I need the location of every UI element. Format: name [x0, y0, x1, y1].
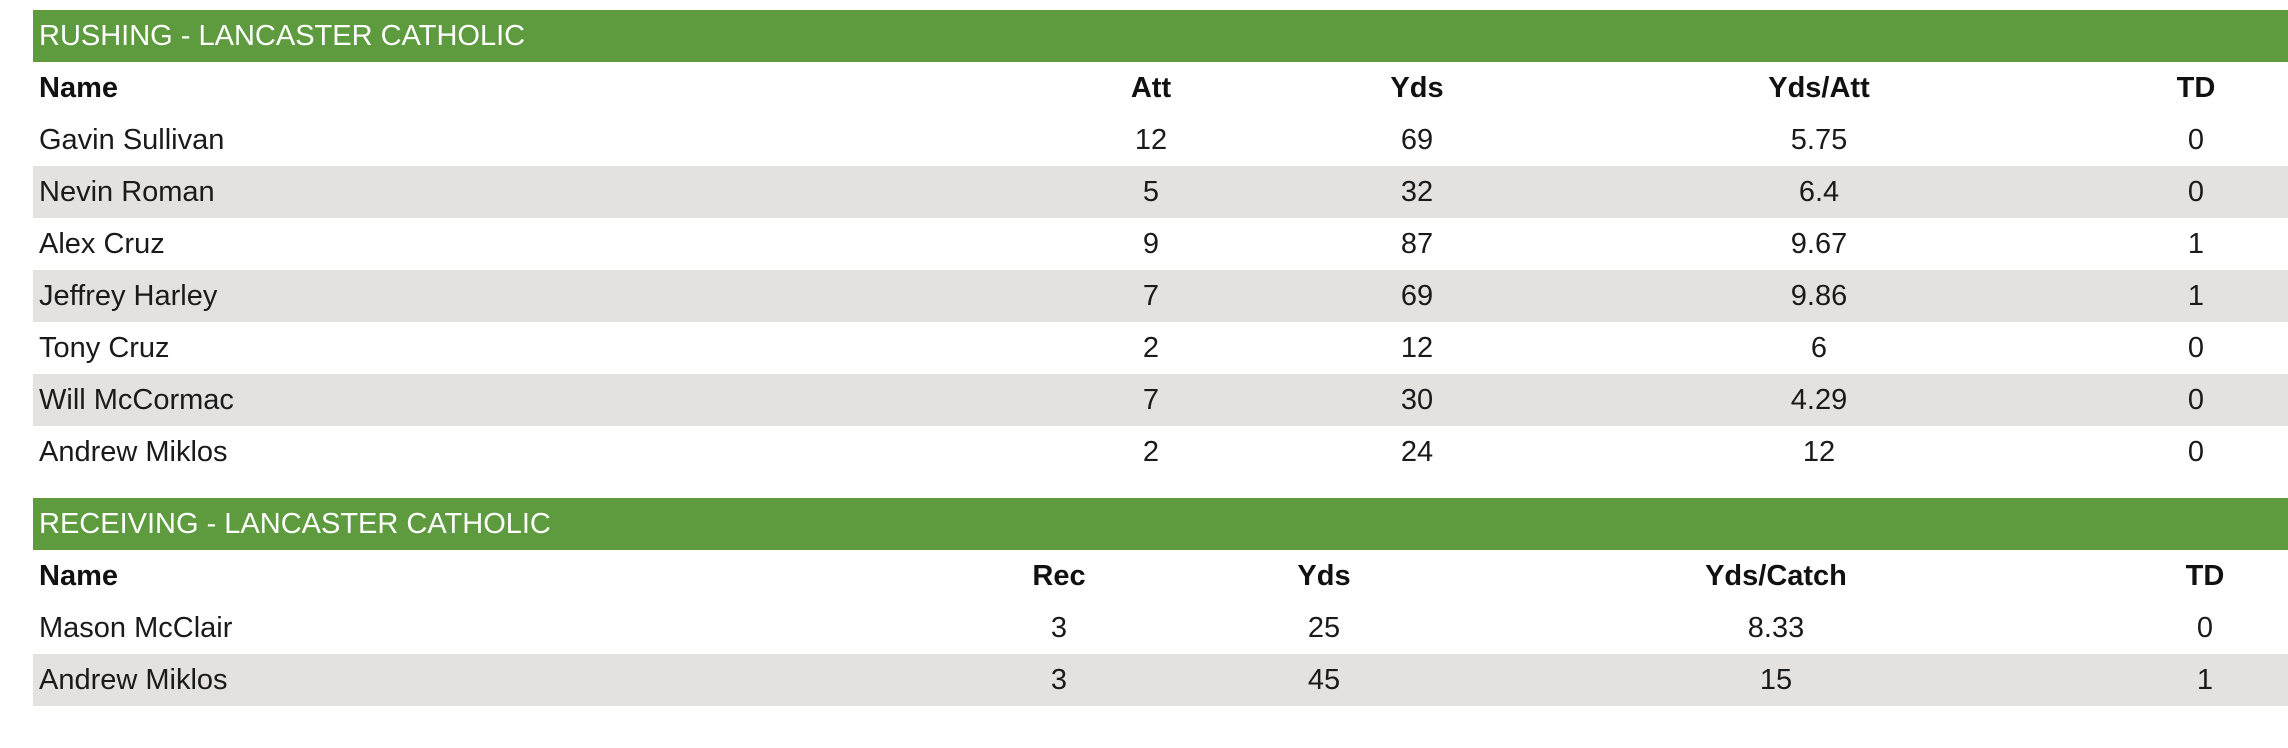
- col-header-yds: Yds: [1297, 560, 1351, 592]
- yds-value: 69: [1400, 124, 1434, 156]
- att-value: 12: [1134, 124, 1168, 156]
- receiving-stats-table: RECEIVING - LANCASTER CATHOLIC Name Rec …: [33, 498, 2288, 706]
- rec-value: 3: [1050, 664, 1068, 696]
- col-header-yds: Yds: [1390, 72, 1444, 104]
- td-value: 1: [2187, 228, 2205, 260]
- rushing-stats-table: RUSHING - LANCASTER CATHOLIC Name Att Yd…: [33, 10, 2288, 478]
- yds-per-att-value: 6.4: [1798, 176, 1840, 208]
- yds-value: 24: [1400, 436, 1434, 468]
- att-value: 7: [1142, 280, 1160, 312]
- col-header-rec: Rec: [1032, 560, 1086, 592]
- att-value: 2: [1142, 332, 1160, 364]
- yds-value: 69: [1400, 280, 1434, 312]
- yds-value: 45: [1307, 664, 1341, 696]
- table-row: Will McCormac 7 30 4.29 0: [33, 374, 2288, 426]
- yds-value: 30: [1400, 384, 1434, 416]
- yds-per-att-value: 9.67: [1790, 228, 1848, 260]
- col-header-yds-per-att: Yds/Att: [1768, 72, 1870, 104]
- player-name: Nevin Roman: [39, 176, 215, 208]
- player-name: Andrew Miklos: [39, 436, 228, 468]
- td-value: 0: [2187, 332, 2205, 364]
- yds-per-att-value: 9.86: [1790, 280, 1848, 312]
- yds-per-att-value: 5.75: [1790, 124, 1848, 156]
- receiving-section-title: RECEIVING - LANCASTER CATHOLIC: [33, 498, 2288, 550]
- td-value: 0: [2187, 436, 2205, 468]
- receiving-header-row: Name Rec Yds Yds/Catch TD: [33, 550, 2288, 602]
- att-value: 9: [1142, 228, 1160, 260]
- rec-value: 3: [1050, 612, 1068, 644]
- player-name: Alex Cruz: [39, 228, 165, 260]
- table-row: Gavin Sullivan 12 69 5.75 0: [33, 114, 2288, 166]
- player-name: Gavin Sullivan: [39, 124, 225, 156]
- td-value: 0: [2196, 612, 2214, 644]
- att-value: 2: [1142, 436, 1160, 468]
- table-row: Mason McClair 3 25 8.33 0: [33, 602, 2288, 654]
- td-value: 1: [2187, 280, 2205, 312]
- yds-per-catch-value: 15: [1759, 664, 1793, 696]
- yds-per-att-value: 12: [1802, 436, 1836, 468]
- player-name: Tony Cruz: [39, 332, 170, 364]
- col-header-yds-per-catch: Yds/Catch: [1705, 560, 1847, 592]
- yds-value: 25: [1307, 612, 1341, 644]
- td-value: 0: [2187, 176, 2205, 208]
- table-row: Andrew Miklos 2 24 12 0: [33, 426, 2288, 478]
- player-name: Will McCormac: [39, 384, 234, 416]
- col-header-att: Att: [1130, 72, 1172, 104]
- player-name: Mason McClair: [39, 612, 233, 644]
- rushing-header-row: Name Att Yds Yds/Att TD: [33, 62, 2288, 114]
- player-name: Andrew Miklos: [39, 664, 228, 696]
- yds-value: 87: [1400, 228, 1434, 260]
- yds-per-att-value: 4.29: [1790, 384, 1848, 416]
- col-header-td: TD: [2185, 560, 2225, 592]
- yds-per-catch-value: 8.33: [1747, 612, 1805, 644]
- att-value: 5: [1142, 176, 1160, 208]
- table-row: Andrew Miklos 3 45 15 1: [33, 654, 2288, 706]
- player-name: Jeffrey Harley: [39, 280, 218, 312]
- col-header-name: Name: [39, 560, 118, 592]
- yds-value: 32: [1400, 176, 1434, 208]
- yds-value: 12: [1400, 332, 1434, 364]
- table-row: Alex Cruz 9 87 9.67 1: [33, 218, 2288, 270]
- rushing-section-title: RUSHING - LANCASTER CATHOLIC: [33, 10, 2288, 62]
- td-value: 0: [2187, 124, 2205, 156]
- td-value: 0: [2187, 384, 2205, 416]
- yds-per-att-value: 6: [1810, 332, 1828, 364]
- table-row: Tony Cruz 2 12 6 0: [33, 322, 2288, 374]
- table-row: Jeffrey Harley 7 69 9.86 1: [33, 270, 2288, 322]
- td-value: 1: [2196, 664, 2214, 696]
- col-header-td: TD: [2176, 72, 2216, 104]
- table-row: Nevin Roman 5 32 6.4 0: [33, 166, 2288, 218]
- att-value: 7: [1142, 384, 1160, 416]
- col-header-name: Name: [39, 72, 118, 104]
